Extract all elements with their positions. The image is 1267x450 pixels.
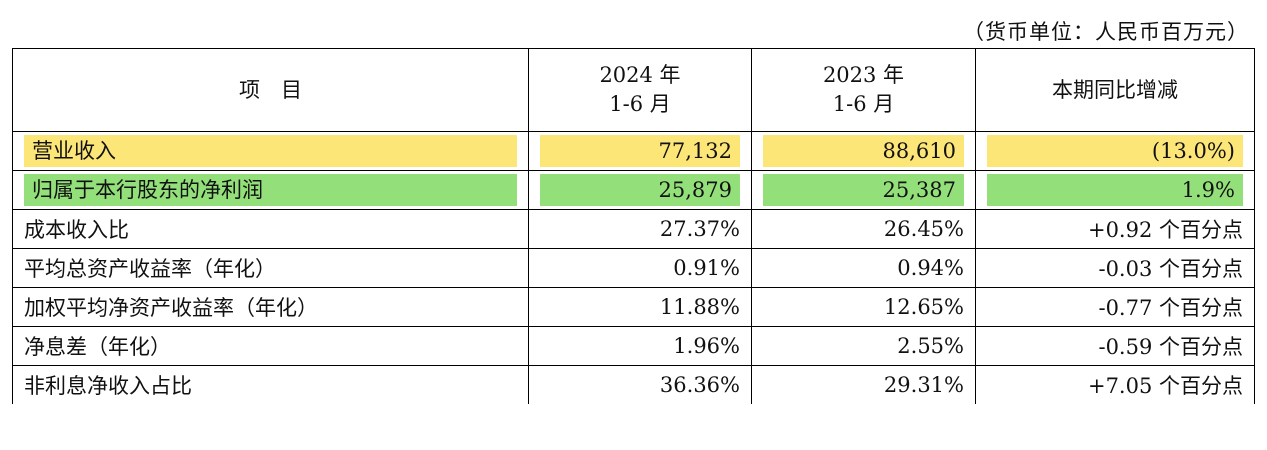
row-value-2023: 29.31% bbox=[751, 365, 976, 404]
row-label: 净息差（年化） bbox=[12, 326, 529, 366]
row-label: 成本收入比 bbox=[12, 209, 529, 249]
table-row: 平均总资产收益率（年化） 0.91% 0.94% -0.03 个百分点 bbox=[12, 248, 1255, 288]
header-period-2024-months: 1-6 月 bbox=[609, 92, 671, 116]
row-value-2023: 12.65% bbox=[751, 287, 976, 327]
row-value-2024: 25,879 bbox=[540, 174, 740, 206]
row-change: 1.9% bbox=[987, 174, 1243, 206]
row-value-2024-cell: 25,879 bbox=[528, 170, 752, 210]
row-label: 营业收入 bbox=[24, 135, 517, 167]
financial-indicators-table: 项 目 2024 年 1-6 月 2023 年 1-6 月 本期同比增减 营业收… bbox=[12, 48, 1255, 404]
row-value-2023-cell: 88,610 bbox=[751, 131, 976, 171]
row-value-2023: 88,610 bbox=[763, 135, 964, 167]
table-row: 归属于本行股东的净利润 25,879 25,387 1.9% bbox=[12, 170, 1255, 210]
header-period-2024-year: 2024 年 bbox=[599, 63, 681, 87]
header-yoy-change-label: 本期同比增减 bbox=[1052, 77, 1178, 102]
table-row: 加权平均净资产收益率（年化） 11.88% 12.65% -0.77 个百分点 bbox=[12, 287, 1255, 327]
header-period-2023-year: 2023 年 bbox=[822, 63, 905, 87]
header-yoy-change: 本期同比增减 bbox=[975, 48, 1255, 132]
table-row: 成本收入比 27.37% 26.45% +0.92 个百分点 bbox=[12, 209, 1255, 249]
table-row: 非利息净收入占比 36.36% 29.31% +7.05 个百分点 bbox=[12, 365, 1255, 404]
row-value-2024: 36.36% bbox=[528, 365, 752, 404]
table-row: 净息差（年化） 1.96% 2.55% -0.59 个百分点 bbox=[12, 326, 1255, 366]
table-header-row: 项 目 2024 年 1-6 月 2023 年 1-6 月 本期同比增减 bbox=[12, 48, 1255, 132]
header-item: 项 目 bbox=[12, 48, 529, 132]
row-change: -0.77 个百分点 bbox=[975, 287, 1255, 327]
row-value-2024: 0.91% bbox=[528, 248, 752, 288]
row-change: -0.59 个百分点 bbox=[975, 326, 1255, 366]
row-change: +0.92 个百分点 bbox=[975, 209, 1255, 249]
row-change: (13.0%) bbox=[987, 135, 1243, 167]
row-value-2024: 1.96% bbox=[528, 326, 752, 366]
row-label-cell: 归属于本行股东的净利润 bbox=[12, 170, 529, 210]
header-item-label: 项 目 bbox=[239, 77, 302, 102]
row-value-2023: 0.94% bbox=[751, 248, 976, 288]
row-label-cell: 营业收入 bbox=[12, 131, 529, 171]
row-value-2023: 26.45% bbox=[751, 209, 976, 249]
currency-unit-note: （货币单位：人民币百万元） bbox=[963, 20, 1249, 44]
row-value-2023-cell: 25,387 bbox=[751, 170, 976, 210]
row-value-2023: 25,387 bbox=[763, 174, 964, 206]
row-value-2024: 77,132 bbox=[540, 135, 740, 167]
row-value-2024: 27.37% bbox=[528, 209, 752, 249]
row-label: 加权平均净资产收益率（年化） bbox=[12, 287, 529, 327]
row-value-2023: 2.55% bbox=[751, 326, 976, 366]
header-period-2023: 2023 年 1-6 月 bbox=[751, 48, 976, 132]
row-value-2024: 11.88% bbox=[528, 287, 752, 327]
table-row: 营业收入 77,132 88,610 (13.0%) bbox=[12, 131, 1255, 171]
row-change-cell: 1.9% bbox=[975, 170, 1255, 210]
row-change: -0.03 个百分点 bbox=[975, 248, 1255, 288]
row-value-2024-cell: 77,132 bbox=[528, 131, 752, 171]
row-label: 非利息净收入占比 bbox=[12, 365, 529, 404]
row-change: +7.05 个百分点 bbox=[975, 365, 1255, 404]
row-label: 平均总资产收益率（年化） bbox=[12, 248, 529, 288]
row-change-cell: (13.0%) bbox=[975, 131, 1255, 171]
header-period-2023-months: 1-6 月 bbox=[832, 92, 895, 116]
row-label: 归属于本行股东的净利润 bbox=[24, 174, 517, 206]
header-period-2024: 2024 年 1-6 月 bbox=[528, 48, 752, 132]
